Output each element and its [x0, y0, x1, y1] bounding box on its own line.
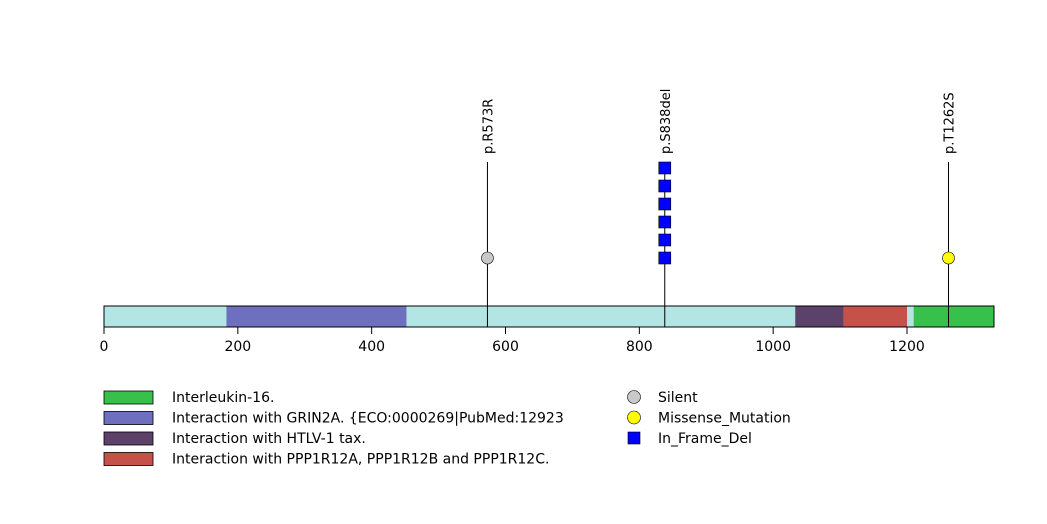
domain-3	[913, 306, 994, 327]
mutation-marker-1-4	[658, 179, 672, 193]
mutation-marker-1-3	[658, 197, 672, 211]
x-tick-label-400: 400	[358, 339, 385, 355]
domain-1	[795, 306, 844, 327]
domains-layer	[103, 305, 995, 328]
legend-domain-swatch-2	[103, 431, 154, 446]
legend: Interleukin-16. Interaction with GRIN2A. …	[103, 390, 791, 468]
x-axis: 0 200 400 600 800 1000 1200	[100, 326, 925, 355]
mutation-marker-1-2	[658, 215, 672, 229]
mutation-marker-1-0	[658, 251, 672, 265]
x-tick-label-0: 0	[100, 339, 109, 355]
domain-0	[226, 306, 407, 327]
legend-domain-label-0: Interleukin-16.	[172, 390, 274, 406]
mutation-marker-0-0	[481, 251, 494, 265]
legend-domain-swatch-3	[103, 452, 154, 466]
domain-2	[843, 306, 908, 327]
mutation-label-0: p.R573R	[481, 99, 496, 154]
legend-domain-swatch-1	[103, 411, 154, 425]
legend-domain-label-1: Interaction with GRIN2A. {ECO:0000269|Pu…	[172, 411, 564, 427]
mutation-marker-1-5	[658, 161, 672, 175]
mutations-layer: p.R573R p.S838del p.T1262S	[481, 89, 957, 327]
mutation-label-2: p.T1262S	[942, 92, 957, 154]
legend-mutation-marker-2	[627, 431, 641, 445]
legend-mutation-marker-1	[627, 410, 641, 425]
x-tick-label-1000: 1000	[755, 339, 791, 355]
legend-domain-label-2: Interaction with HTLV-1 tax.	[172, 431, 366, 447]
legend-mutation-label-1: Missense_Mutation	[658, 411, 791, 427]
legend-domain-swatch-0	[103, 390, 154, 405]
x-tick-label-1200: 1200	[889, 339, 925, 355]
legend-domain-label-3: Interaction with PPP1R12A, PPP1R12B and …	[172, 452, 549, 468]
legend-mutation-marker-0	[627, 390, 641, 404]
legend-mutation-label-2: In_Frame_Del	[658, 431, 752, 447]
x-tick-label-800: 800	[626, 339, 653, 355]
mutation-marker-2-0	[942, 251, 955, 265]
legend-mutation-label-0: Silent	[658, 390, 698, 406]
mutation-marker-1-1	[658, 233, 672, 247]
mutation-label-1: p.S838del	[659, 89, 674, 154]
x-tick-label-200: 200	[224, 339, 251, 355]
x-tick-label-600: 600	[492, 339, 519, 355]
